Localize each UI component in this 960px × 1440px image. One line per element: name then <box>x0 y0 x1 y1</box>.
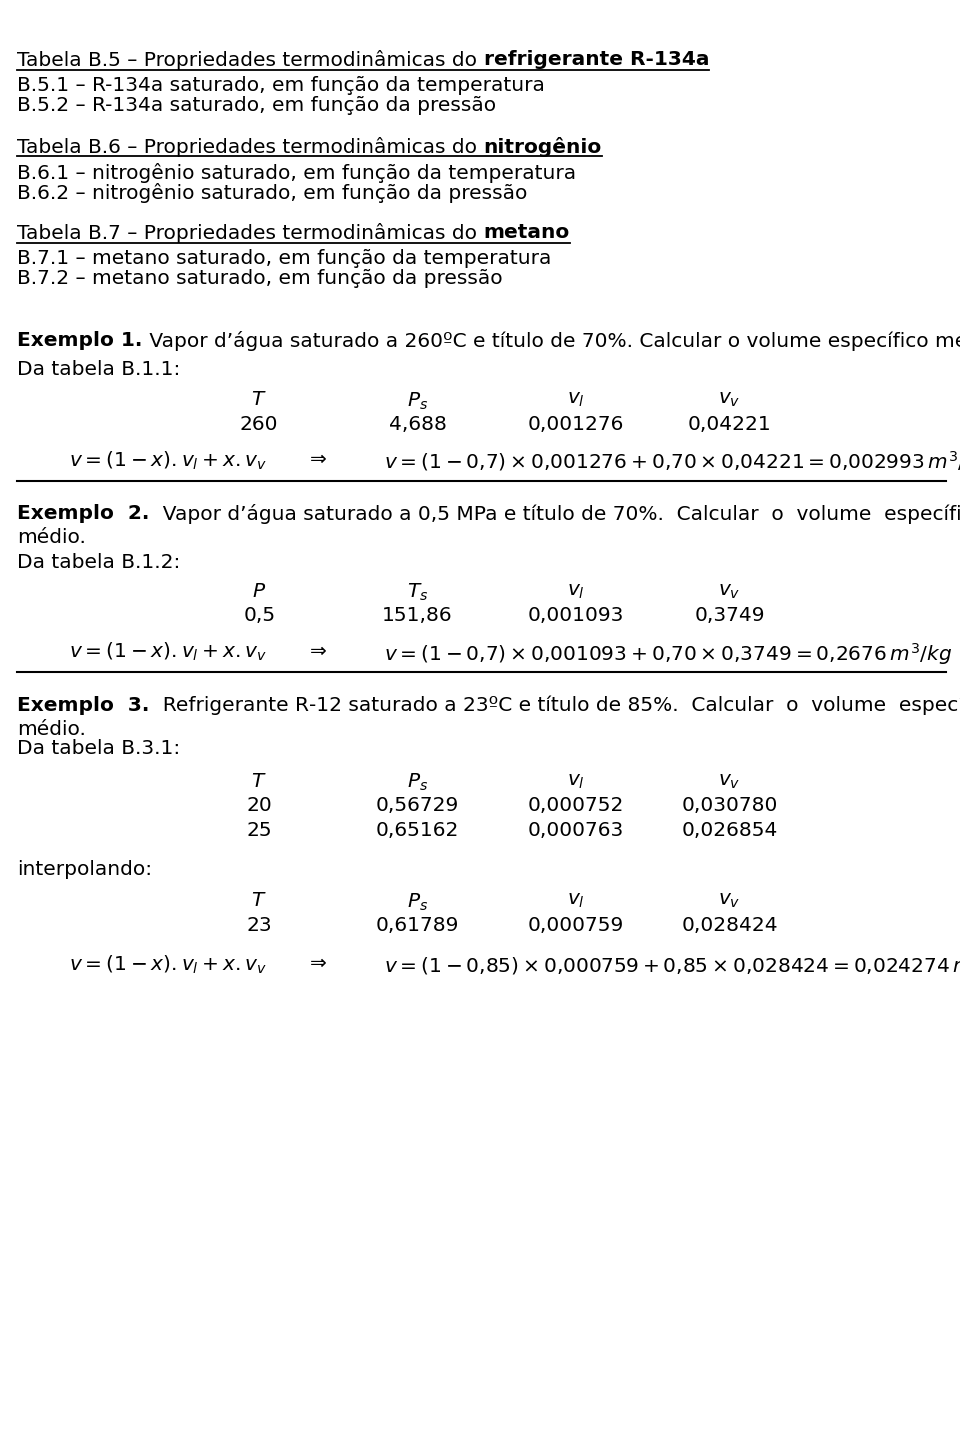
Text: $v = \left(1 - x\right).v_l + x.v_v$: $v = \left(1 - x\right).v_l + x.v_v$ <box>69 449 267 471</box>
Text: 23: 23 <box>247 916 272 935</box>
Text: 0,028424: 0,028424 <box>682 916 778 935</box>
Text: Exemplo  3.: Exemplo 3. <box>17 696 150 714</box>
Text: Da tabela B.1.2:: Da tabela B.1.2: <box>17 553 180 572</box>
Text: $v = \left(1 - 0{,}7\right) \times 0{,}001093 + 0{,}70 \times 0{,}3749 = 0{,}267: $v = \left(1 - 0{,}7\right) \times 0{,}0… <box>384 641 952 667</box>
Text: $T$: $T$ <box>252 772 267 791</box>
Text: $v_l$: $v_l$ <box>567 582 585 600</box>
Text: $v = \left(1 - x\right).v_l + x.v_v$: $v = \left(1 - x\right).v_l + x.v_v$ <box>69 953 267 975</box>
Text: 0,56729: 0,56729 <box>376 796 459 815</box>
Text: 0,5: 0,5 <box>243 606 276 625</box>
Text: $P_s$: $P_s$ <box>407 891 428 913</box>
Text: 0,61789: 0,61789 <box>376 916 459 935</box>
Text: 0,000759: 0,000759 <box>528 916 624 935</box>
Text: $v_v$: $v_v$ <box>718 772 741 791</box>
Text: 0,026854: 0,026854 <box>682 821 778 840</box>
Text: $P$: $P$ <box>252 582 266 600</box>
Text: 0,030780: 0,030780 <box>682 796 778 815</box>
Text: B.6.2 – nitrogênio saturado, em função da pressão: B.6.2 – nitrogênio saturado, em função d… <box>17 183 528 203</box>
Text: 0,000752: 0,000752 <box>528 796 624 815</box>
Text: $T$: $T$ <box>252 390 267 409</box>
Text: $\Rightarrow$: $\Rightarrow$ <box>306 953 327 972</box>
Text: 0,000763: 0,000763 <box>528 821 624 840</box>
Text: interpolando:: interpolando: <box>17 860 153 878</box>
Text: $v_v$: $v_v$ <box>718 891 741 910</box>
Text: nitrogênio: nitrogênio <box>484 137 602 157</box>
Text: $\Rightarrow$: $\Rightarrow$ <box>306 449 327 468</box>
Text: 151,86: 151,86 <box>382 606 453 625</box>
Text: Tabela B.7 – Propriedades termodinâmicas do: Tabela B.7 – Propriedades termodinâmicas… <box>17 223 484 243</box>
Text: Da tabela B.1.1:: Da tabela B.1.1: <box>17 360 180 379</box>
Text: 0,001276: 0,001276 <box>528 415 624 433</box>
Text: médio.: médio. <box>17 720 86 739</box>
Text: refrigerante R-134a: refrigerante R-134a <box>484 50 709 69</box>
Text: B.5.2 – R-134a saturado, em função da pressão: B.5.2 – R-134a saturado, em função da pr… <box>17 96 496 115</box>
Text: $\Rightarrow$: $\Rightarrow$ <box>306 641 327 660</box>
Text: $v_l$: $v_l$ <box>567 772 585 791</box>
Text: B.6.1 – nitrogênio saturado, em função da temperatura: B.6.1 – nitrogênio saturado, em função d… <box>17 163 576 183</box>
Text: Tabela B.5 – Propriedades termodinâmicas do: Tabela B.5 – Propriedades termodinâmicas… <box>17 50 484 71</box>
Text: médio.: médio. <box>17 528 86 547</box>
Text: Exemplo 1.: Exemplo 1. <box>17 331 143 350</box>
Text: 0,001093: 0,001093 <box>528 606 624 625</box>
Text: Refrigerante R‑12 saturado a 23ºC e título de 85%.  Calcular  o  volume  específ: Refrigerante R‑12 saturado a 23ºC e títu… <box>150 696 960 716</box>
Text: 25: 25 <box>247 821 272 840</box>
Text: B.5.1 – R-134a saturado, em função da temperatura: B.5.1 – R-134a saturado, em função da te… <box>17 76 545 95</box>
Text: $P_s$: $P_s$ <box>407 390 428 412</box>
Text: Exemplo  2.: Exemplo 2. <box>17 504 150 523</box>
Text: $v = \left(1 - 0{,}7\right) \times 0{,}001276 + 0{,}70 \times 0{,}04221 = 0{,}00: $v = \left(1 - 0{,}7\right) \times 0{,}0… <box>384 449 960 475</box>
Text: $v_v$: $v_v$ <box>718 390 741 409</box>
Text: 4,688: 4,688 <box>389 415 446 433</box>
Text: Tabela B.6 – Propriedades termodinâmicas do: Tabela B.6 – Propriedades termodinâmicas… <box>17 137 484 157</box>
Text: $P_s$: $P_s$ <box>407 772 428 793</box>
Text: $v = \left(1 - x\right).v_l + x.v_v$: $v = \left(1 - x\right).v_l + x.v_v$ <box>69 641 267 662</box>
Text: B.7.1 – metano saturado, em função da temperatura: B.7.1 – metano saturado, em função da te… <box>17 249 552 268</box>
Text: 0,04221: 0,04221 <box>687 415 772 433</box>
Text: 0,3749: 0,3749 <box>694 606 765 625</box>
Text: $T_s$: $T_s$ <box>407 582 428 603</box>
Text: 0,65162: 0,65162 <box>376 821 459 840</box>
Text: Vapor d’água saturado a 260ºC e título de 70%. Calcular o volume específico médi: Vapor d’água saturado a 260ºC e título d… <box>143 331 960 351</box>
Text: $v_l$: $v_l$ <box>567 390 585 409</box>
Text: 260: 260 <box>240 415 278 433</box>
Text: $T$: $T$ <box>252 891 267 910</box>
Text: $v_v$: $v_v$ <box>718 582 741 600</box>
Text: B.7.2 – metano saturado, em função da pressão: B.7.2 – metano saturado, em função da pr… <box>17 269 503 288</box>
Text: 20: 20 <box>247 796 272 815</box>
Text: Vapor d’água saturado a 0,5 MPa e título de 70%.  Calcular  o  volume  específic: Vapor d’água saturado a 0,5 MPa e título… <box>150 504 960 524</box>
Text: Da tabela B.3.1:: Da tabela B.3.1: <box>17 739 180 757</box>
Text: $v = \left(1 - 0{,}85\right) \times 0{,}000759 + 0{,}85 \times 0{,}028424 = 0{,}: $v = \left(1 - 0{,}85\right) \times 0{,}… <box>384 953 960 979</box>
Text: $v_l$: $v_l$ <box>567 891 585 910</box>
Text: metano: metano <box>484 223 570 242</box>
